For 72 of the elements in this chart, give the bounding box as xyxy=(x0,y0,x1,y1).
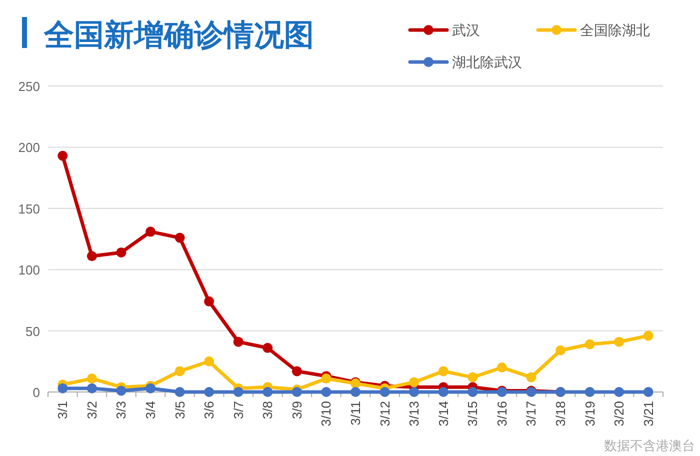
legend-label: 全国除湖北 xyxy=(580,22,650,38)
x-tick-label: 3/15 xyxy=(465,401,480,426)
point xyxy=(233,387,244,397)
point xyxy=(204,296,214,306)
point xyxy=(438,366,448,376)
point xyxy=(321,387,332,397)
legend-label: 湖北除武汉 xyxy=(452,54,522,70)
point xyxy=(321,374,332,384)
point xyxy=(146,383,156,394)
x-tick-label: 3/7 xyxy=(230,401,246,420)
point xyxy=(204,356,214,366)
point xyxy=(526,372,536,382)
x-tick-label: 3/5 xyxy=(172,401,188,420)
x-tick-label: 3/4 xyxy=(143,401,158,420)
x-tick-label: 3/10 xyxy=(318,401,334,426)
point xyxy=(438,387,448,397)
point xyxy=(262,387,273,397)
point xyxy=(468,372,478,382)
point xyxy=(584,387,595,397)
y-tick-label: 250 xyxy=(18,79,40,94)
point xyxy=(204,387,214,397)
point xyxy=(174,387,185,397)
point xyxy=(584,339,595,350)
x-tick-label: 3/2 xyxy=(84,401,100,420)
point xyxy=(58,383,68,394)
y-tick-label: 200 xyxy=(18,140,40,156)
x-tick-label: 3/13 xyxy=(406,401,422,426)
y-tick-label: 100 xyxy=(18,262,40,278)
x-tick-label: 3/21 xyxy=(640,401,656,426)
point xyxy=(380,387,390,397)
point xyxy=(86,383,97,394)
point xyxy=(643,387,654,397)
point xyxy=(58,150,68,161)
text: 数据不含港澳台 xyxy=(604,439,695,454)
x-tick-label: 3/9 xyxy=(289,401,304,420)
x-tick-label: 3/16 xyxy=(494,401,510,426)
x-tick-label: 3/6 xyxy=(202,401,217,420)
point xyxy=(146,226,156,237)
x-tick-label: 3/8 xyxy=(260,401,276,420)
point xyxy=(116,386,126,396)
point xyxy=(86,251,97,262)
x-tick-label: 3/3 xyxy=(114,401,129,420)
point xyxy=(614,336,624,347)
point xyxy=(350,387,360,397)
x-tick-label: 3/17 xyxy=(524,401,539,426)
point xyxy=(233,336,244,347)
point xyxy=(262,342,273,353)
x-tick-label: 3/12 xyxy=(377,401,392,426)
y-tick-label: 50 xyxy=(26,324,40,339)
point xyxy=(409,377,420,388)
point xyxy=(409,387,420,397)
point xyxy=(643,330,654,341)
point xyxy=(556,345,566,356)
point xyxy=(292,387,302,397)
x-tick-label: 3/11 xyxy=(348,401,363,426)
x-tick-label: 3/1 xyxy=(55,401,70,420)
point xyxy=(292,366,302,376)
point xyxy=(468,387,478,397)
point xyxy=(174,232,185,243)
point xyxy=(496,362,507,373)
x-tick-label: 3/20 xyxy=(612,401,627,426)
y-tick-label: 0 xyxy=(32,385,40,400)
x-tick-label: 3/19 xyxy=(582,401,598,426)
point xyxy=(116,247,126,258)
y-tick-label: 150 xyxy=(18,201,40,216)
point xyxy=(86,374,97,384)
x-tick-label: 3/14 xyxy=(436,401,451,426)
x-tick-label: 3/18 xyxy=(553,401,568,426)
chart-title: 全国新增确诊情况图 xyxy=(43,18,314,52)
legend-label: 武汉 xyxy=(452,22,480,38)
point xyxy=(614,387,624,397)
point xyxy=(174,366,185,376)
